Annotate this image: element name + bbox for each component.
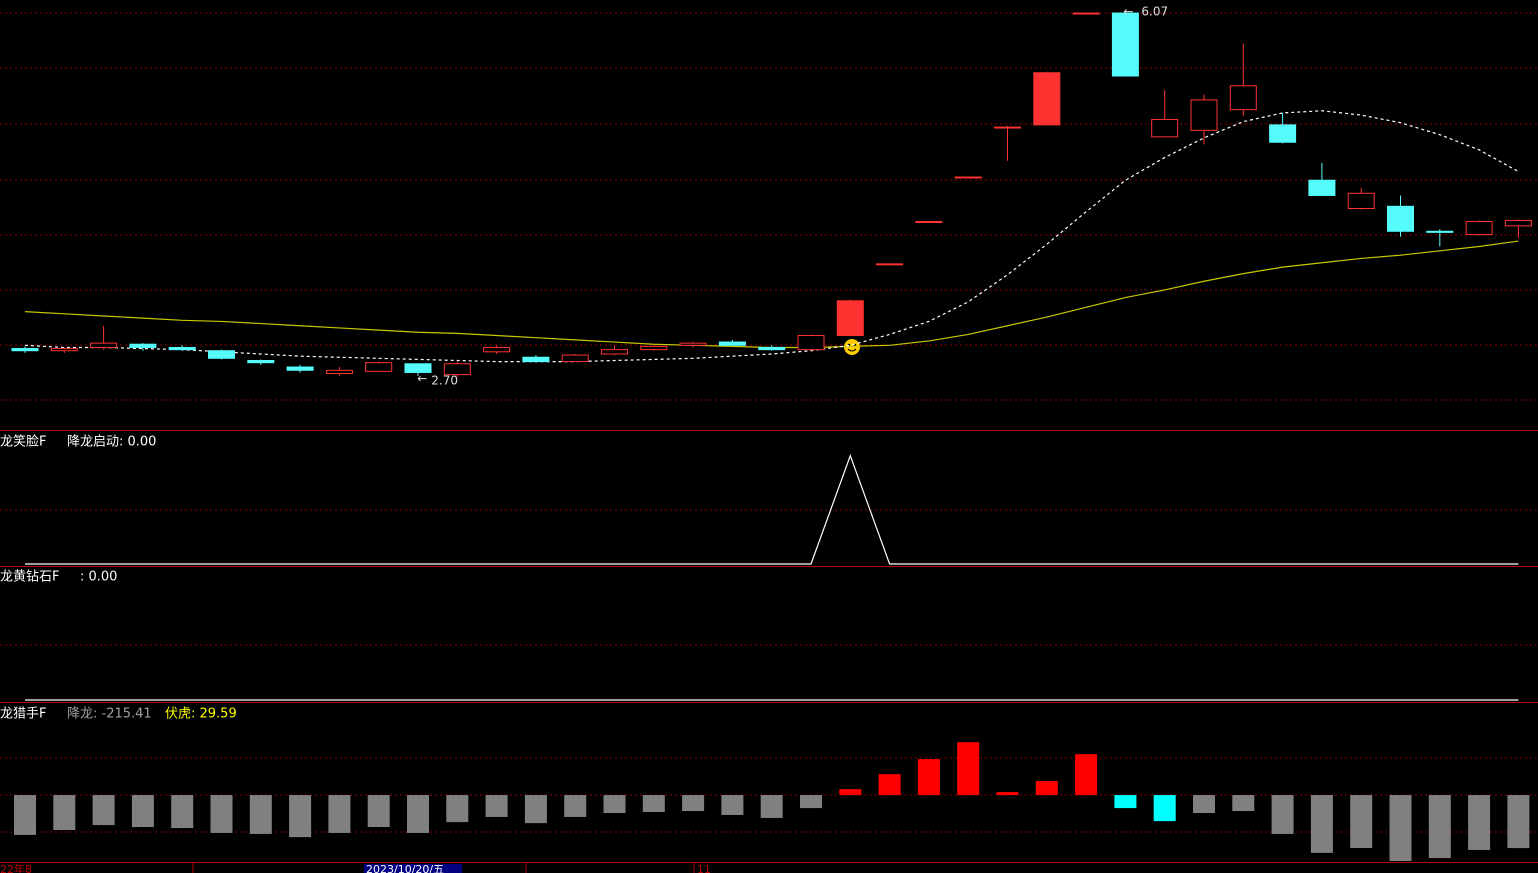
- bar: [603, 795, 626, 814]
- high-label: 6.07: [1141, 4, 1168, 18]
- bar: [446, 795, 469, 823]
- grid: [0, 12, 1538, 873]
- candle-body: [954, 176, 982, 179]
- candle-body: [718, 341, 746, 346]
- bar: [1193, 795, 1215, 814]
- line: [24, 240, 1519, 349]
- legend: 降龙: -215.41: [67, 707, 152, 722]
- bar: [524, 795, 547, 824]
- bar: [131, 795, 154, 828]
- bar: [1035, 781, 1058, 796]
- candle-body: [1072, 12, 1100, 15]
- bar: [917, 759, 940, 796]
- candle-body: [836, 300, 864, 337]
- bar: [289, 795, 312, 838]
- candle-body: [758, 346, 786, 351]
- arrow: ←: [1123, 4, 1133, 18]
- bar: [996, 792, 1019, 796]
- bar: [957, 742, 980, 796]
- candle-body: [1190, 99, 1218, 131]
- candle-body: [1465, 221, 1493, 236]
- candle-body: [1111, 12, 1139, 77]
- date-label: 2023/10/20/五: [366, 863, 444, 873]
- candle-body: [286, 366, 314, 371]
- bar: [367, 795, 390, 828]
- legend: 降龙启动: 0.00: [67, 435, 156, 450]
- candle-body: [404, 363, 432, 373]
- candle-body: [1151, 118, 1179, 138]
- bar: [800, 795, 822, 809]
- bar: [1114, 795, 1137, 809]
- panel-title: 龙猎手F: [0, 707, 46, 722]
- bar: [171, 795, 194, 829]
- candle-body: [443, 363, 471, 376]
- bar: [210, 795, 233, 833]
- line: [24, 110, 1519, 363]
- bar: [721, 795, 744, 815]
- bar: [407, 795, 429, 833]
- bar: [1350, 795, 1373, 848]
- candle-body: [129, 343, 157, 348]
- bar: [1310, 795, 1333, 853]
- candle-body: [247, 360, 275, 364]
- bar: [1389, 795, 1412, 862]
- bar: [642, 795, 665, 813]
- candle-body: [1504, 219, 1532, 227]
- bar: [564, 795, 587, 817]
- bar: [1428, 795, 1451, 859]
- candle-body: [601, 349, 628, 355]
- candle-body: [640, 345, 668, 351]
- bar: [1075, 754, 1098, 796]
- bar: [485, 795, 508, 817]
- bar: [53, 795, 76, 831]
- bar: [878, 774, 901, 796]
- legend: 伏虎: 29.59: [165, 707, 237, 722]
- date-label: 11: [697, 863, 711, 873]
- candle-body: [876, 263, 904, 266]
- panel-title: 龙黄钻石F: [0, 570, 59, 585]
- candle-body: [483, 346, 511, 353]
- bar: [760, 795, 783, 818]
- candle-body: [1387, 205, 1414, 232]
- bar: [839, 789, 862, 796]
- candle-body: [797, 335, 825, 351]
- bar: [682, 795, 705, 812]
- date-label: 22年8: [0, 862, 32, 873]
- candle-body: [915, 221, 943, 224]
- bar: [1507, 795, 1530, 849]
- candle-body: [1347, 192, 1375, 209]
- panel-title: 龙笑脸F: [0, 434, 46, 450]
- candle-body: [522, 356, 550, 363]
- candle-body: [1426, 230, 1454, 233]
- bar: [1271, 795, 1294, 834]
- candle-body: [365, 362, 393, 372]
- bar: [92, 795, 115, 826]
- candle-body: [1308, 179, 1336, 196]
- bar: [328, 795, 351, 833]
- candle-body: [208, 350, 235, 359]
- candle-body: [561, 354, 589, 363]
- candle-body: [1269, 124, 1297, 143]
- bar: [1232, 795, 1255, 812]
- bar: [249, 795, 272, 834]
- smiley: [844, 339, 860, 355]
- candle-body: [325, 369, 353, 375]
- bar: [14, 795, 36, 835]
- candle-body: [1033, 72, 1061, 126]
- candle-body: [11, 348, 39, 352]
- candle-body: [50, 348, 78, 352]
- candle-body: [994, 126, 1021, 129]
- bar: [1153, 795, 1176, 822]
- candle-body: [1229, 85, 1257, 111]
- candle-body: [90, 342, 118, 348]
- candle-body: [168, 346, 196, 351]
- bar: [1468, 795, 1491, 850]
- candle-body: [679, 342, 707, 346]
- low-label: 2.70: [431, 373, 458, 387]
- line: [25, 453, 1519, 565]
- arrow: ←: [417, 371, 427, 385]
- legend: : 0.00: [80, 570, 117, 585]
